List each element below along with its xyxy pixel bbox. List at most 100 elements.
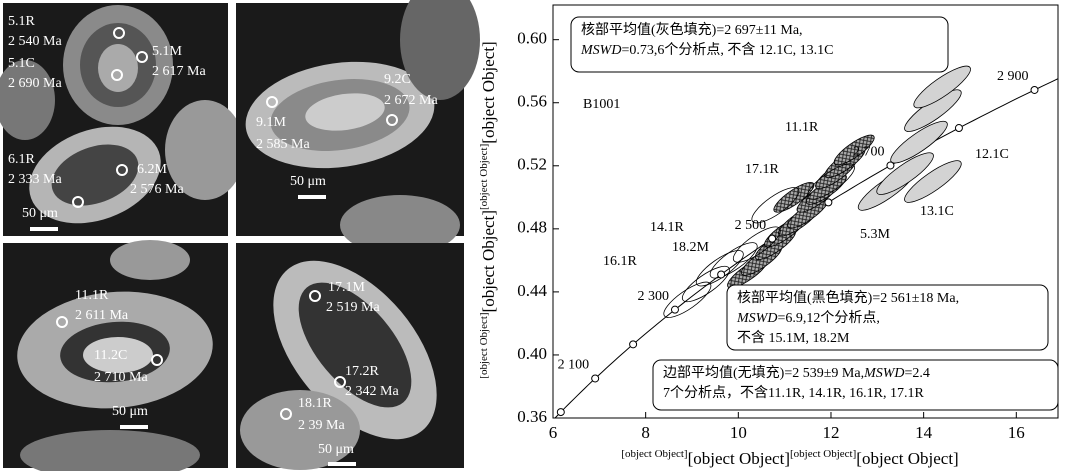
concordia-point xyxy=(769,235,776,242)
spot-label: 6.2M xyxy=(137,162,168,177)
y-axis-title: [object Object][object Object][object Ob… xyxy=(478,41,498,378)
concordia-age-label: 2 500 xyxy=(735,218,767,233)
x-tick-label: 6 xyxy=(549,423,558,442)
concordia-point xyxy=(592,375,599,382)
cl-images xyxy=(0,0,480,471)
annotation-line: 核部平均值(黑色填充)=2 561±18 Ma, xyxy=(737,289,959,306)
axis-title-part: [object Object] xyxy=(621,448,687,460)
y-tick-label: 0.56 xyxy=(517,92,547,111)
ellipse-label: 11.1R xyxy=(785,120,819,135)
scale-bar xyxy=(328,462,356,466)
annotation-line: 核部平均值(灰色填充)=2 697±11 Ma, xyxy=(581,21,803,38)
x-tick-label: 14 xyxy=(915,423,933,442)
axis-title-part: [object Object] xyxy=(790,448,856,460)
annotation-text: MSWD xyxy=(863,366,904,381)
annotation-text: 边部平均值(无填充)=2 539±9 Ma, xyxy=(663,365,864,381)
ellipse-label: 14.1R xyxy=(650,220,685,235)
annotation-line: MSWD=0.73,6个分析点, 不含 12.1C, 13.1C xyxy=(580,42,834,58)
axis-title-part: [object Object] xyxy=(856,449,958,468)
y-tick-label: 0.60 xyxy=(517,29,547,48)
annotation-line: 不含 15.1M, 18.2M xyxy=(737,330,850,346)
concordia-point xyxy=(955,125,962,132)
spot-label: 11.2C xyxy=(94,348,127,363)
axis-title-part: [object Object] xyxy=(479,41,498,143)
spot-age: 2 342 Ma xyxy=(345,384,399,399)
ellipse-label: 16.1R xyxy=(603,254,638,269)
spot-label: 17.1M xyxy=(328,280,366,295)
y-tick-label: 0.52 xyxy=(517,155,547,174)
spot-age: 2 611 Ma xyxy=(75,308,129,323)
spot-age: 2 39 Ma xyxy=(298,418,345,433)
annotation-line: 7个分析点，不含11.1R, 14.1R, 16.1R, 17.1R xyxy=(663,385,924,401)
concordia-age-label: 2 300 xyxy=(637,289,669,304)
scale-label: 50 μm xyxy=(22,206,58,221)
annotation-text: =2.4 xyxy=(905,366,930,381)
annotation-text: =0.73,6个分析点, 不含 12.1C, 13.1C xyxy=(621,42,833,58)
spot-age: 2 519 Ma xyxy=(326,300,380,315)
spot-label: 5.1C xyxy=(8,56,35,71)
axis-title-part: [object Object] xyxy=(479,210,498,312)
concordia-point xyxy=(1031,86,1038,93)
spot-label: 11.1R xyxy=(75,288,109,303)
ellipse-label: 17.1R xyxy=(745,162,780,177)
annotation-text: MSWD xyxy=(580,43,621,58)
x-tick-label: 16 xyxy=(1008,423,1025,442)
annotation-text: MSWD xyxy=(736,311,777,326)
x-tick-label: 12 xyxy=(822,423,839,442)
annotation-text: 不含 15.1M, 18.2M xyxy=(737,330,850,346)
y-tick-label: 0.48 xyxy=(517,218,547,237)
x-axis-title: [object Object][object Object][object Ob… xyxy=(621,448,958,468)
concordia-point xyxy=(825,199,832,206)
scale-label: 50 μm xyxy=(290,174,326,189)
scale-bar xyxy=(120,425,148,429)
ellipse-label: 5.3M xyxy=(860,227,891,242)
y-tick-label: 0.36 xyxy=(517,407,547,426)
annotation-line: MSWD=6.9,12个分析点, xyxy=(736,310,880,326)
scale-bar xyxy=(298,195,326,199)
spot-age: 2 672 Ma xyxy=(384,93,438,108)
spot-label: 18.1R xyxy=(298,396,333,411)
concordia-point xyxy=(718,271,725,278)
spot-label: 5.1M xyxy=(152,44,183,59)
axis-title-part: [object Object] xyxy=(478,312,490,378)
spot-label: 6.1R xyxy=(8,152,36,167)
spot-label: 5.1R xyxy=(8,14,36,29)
axis-title-part: [object Object] xyxy=(688,449,790,468)
spot-age: 2 617 Ma xyxy=(152,64,206,79)
scale-bar xyxy=(30,227,58,231)
concordia-age-label: 2 100 xyxy=(558,358,590,373)
spot-age: 2 690 Ma xyxy=(8,76,62,91)
axis-title-part: [object Object] xyxy=(478,144,490,210)
annotation-text: 7个分析点，不含11.1R, 14.1R, 16.1R, 17.1R xyxy=(663,385,924,401)
sample-label: B1001 xyxy=(583,97,620,112)
concordia-plot: 6 8 10 12 14 16 0.36 0.40 0.44 0.48 0.52 0.56 0.60 [o… xyxy=(478,5,1066,468)
concordia-age-label: 2 700 xyxy=(853,145,885,160)
annotation-text: =6.9,12个分析点, xyxy=(777,310,879,326)
annotation-text: 核部平均值(黑色填充)=2 561±18 Ma, xyxy=(737,289,959,306)
scale-label: 50 μm xyxy=(112,404,148,419)
concordia-point xyxy=(630,341,637,348)
concordia-point xyxy=(557,409,564,416)
concordia-point xyxy=(887,162,894,169)
concordia-age-label: 2 900 xyxy=(997,69,1029,84)
concordia-point xyxy=(671,306,678,313)
spot-label: 17.2R xyxy=(345,364,380,379)
spot-label: 9.2C xyxy=(384,72,411,87)
figure: 6 8 10 12 14 16 0.36 0.40 0.44 0.48 0.52 0.56 0.60 [o… xyxy=(0,0,1066,471)
y-tick-label: 0.44 xyxy=(517,281,547,300)
scale-label: 50 μm xyxy=(318,442,354,457)
spot-age: 2 540 Ma xyxy=(8,34,62,49)
ellipse-label: 12.1C xyxy=(975,147,1009,162)
x-tick-label: 8 xyxy=(641,423,650,442)
annotation-line: 边部平均值(无填充)=2 539±9 Ma,MSWD=2.4 xyxy=(663,365,930,381)
y-tick-label: 0.40 xyxy=(517,344,547,363)
spot-age: 2 333 Ma xyxy=(8,172,62,187)
x-tick-label: 10 xyxy=(730,423,747,442)
spot-age: 2 585 Ma xyxy=(256,137,310,152)
ellipse-label: 13.1C xyxy=(920,204,954,219)
ellipse-label: 18.2M xyxy=(672,240,710,255)
spot-label: 9.1M xyxy=(256,115,287,130)
spot-age: 2 576 Ma xyxy=(130,182,184,197)
annotation-text: 核部平均值(灰色填充)=2 697±11 Ma, xyxy=(581,21,803,38)
spot-age: 2 710 Ma xyxy=(94,370,148,385)
